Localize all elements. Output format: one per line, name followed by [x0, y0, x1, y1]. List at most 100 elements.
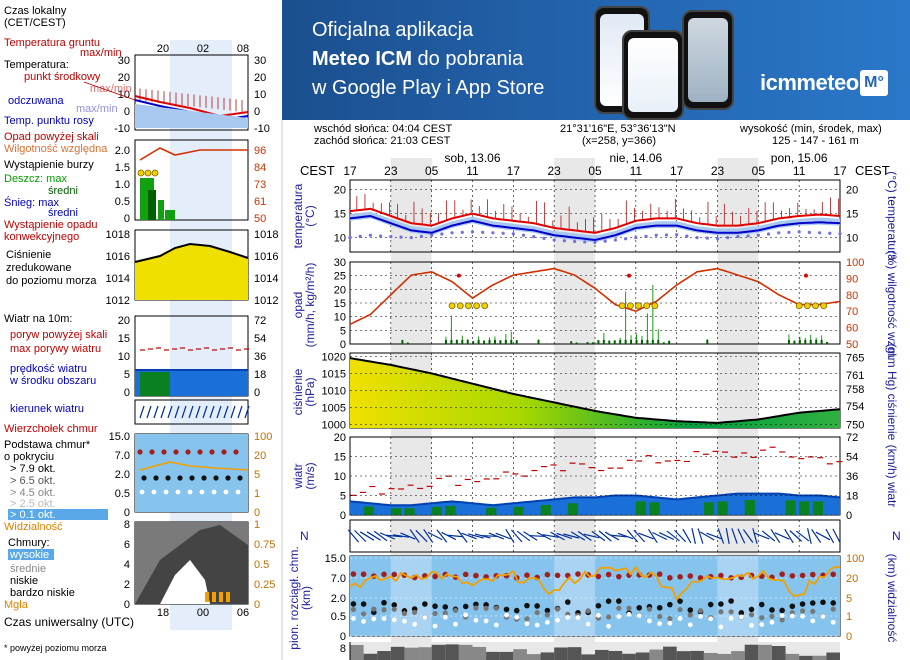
- legend-leader: [83, 81, 136, 101]
- cloud-dot-65: [564, 599, 571, 605]
- dewpoint-dot: [542, 236, 546, 240]
- cb-ylabel: pion. rozciągł. chm.(km): [287, 546, 313, 649]
- cloud-dot-65: [687, 607, 694, 613]
- dewpoint-dot: [409, 236, 413, 240]
- legend-midpoint: punkt środkowy: [24, 71, 101, 83]
- precip-ylabel: opad(mm/h, kg/m²/h): [291, 263, 317, 348]
- grid-text: (x=258, y=366): [582, 135, 656, 147]
- app-promo-banner[interactable]: Oficjalna aplikacja Meteo ICM do pobrani…: [282, 0, 910, 120]
- cloud-dot-65: [462, 603, 469, 610]
- wind-dir-arrow: [697, 528, 704, 544]
- wind-dir-arrow: [706, 532, 722, 540]
- cloud-dot-65: [718, 601, 724, 607]
- legend-very-low: bardzo niskie: [10, 587, 75, 599]
- cloud-dot-65: [820, 599, 826, 606]
- dewpoint-dot: [756, 233, 760, 237]
- cloud-dot-65: [830, 600, 836, 606]
- dewpoint-dot: [695, 236, 699, 240]
- storm-marker: [635, 302, 642, 310]
- banner-text: Oficjalna aplikacja Meteo ICM do pobrani…: [312, 16, 544, 103]
- cloud-dot-01: [463, 612, 469, 618]
- visibility-line: [349, 565, 841, 602]
- legend-dir-arrow: [174, 405, 180, 419]
- cloud-night-band: [717, 556, 759, 636]
- wind-dir-arrow: [761, 530, 776, 542]
- hour-tick-label: 17: [343, 164, 357, 178]
- cloud-cover-block: [595, 649, 609, 660]
- cloud-cover-block: [554, 647, 568, 660]
- dewpoint-dot: [358, 234, 362, 238]
- cloud-dot-45: [830, 606, 836, 612]
- cb-tick-right: 0: [846, 631, 852, 643]
- legend-visibility-line: [139, 461, 249, 471]
- legend-humidity-line: [139, 147, 248, 161]
- wind-dir-arrow: [563, 533, 580, 539]
- legend-utc-label: Czas uniwersalny (UTC): [4, 615, 134, 629]
- legend-cb-tick-right: 100: [254, 431, 272, 443]
- legend-pressure-area: [135, 244, 248, 300]
- legend-storm-marker: [137, 169, 145, 177]
- legend-okt65: > 6.5 okt.: [10, 475, 56, 487]
- legend-cloud-dot: [161, 449, 167, 455]
- day-label: nie, 14.06: [609, 151, 662, 165]
- hour-tick-label: 17: [670, 164, 684, 178]
- legend-wind-tick-right: 18: [254, 369, 266, 381]
- cloud-cover-block: [826, 652, 840, 660]
- dewpoint-dot: [583, 240, 587, 244]
- dewpoint-dot: [593, 240, 597, 244]
- storm-marker: [473, 302, 480, 310]
- legend-fog-bar: [219, 592, 223, 602]
- tz-right-label: CEST: [855, 163, 890, 178]
- cloud-cover-block: [690, 650, 704, 660]
- cb-tick-left: 0.5: [331, 611, 346, 623]
- wind-dir-arrow: [674, 529, 687, 543]
- cloud-dot-79: [779, 571, 785, 577]
- legend-dir-arrow: [244, 405, 250, 419]
- cloud-dot-01: [820, 614, 826, 619]
- legend-dir-arrow: [216, 405, 222, 419]
- legend-visibility: Widzialność: [4, 521, 63, 533]
- cloud-dot-65: [595, 602, 602, 609]
- hour-tick-label: 23: [384, 164, 398, 178]
- legend-wind-tick-left: 15: [118, 333, 130, 345]
- cloud-dot-01: [422, 615, 428, 620]
- legend-precip-tick-left: 2.0: [115, 145, 130, 157]
- cloud-dot-45: [718, 609, 724, 615]
- dewpoint-dot: [430, 233, 434, 237]
- legend-frame-0: [134, 54, 249, 131]
- dewpoint-dot: [664, 233, 669, 237]
- wind-dir-arrow: [832, 528, 841, 544]
- legend-rain-3: [165, 210, 175, 220]
- dewpoint-dot: [654, 233, 658, 237]
- cloud-dot-79: [391, 571, 398, 578]
- icmmeteo-logo: icmmeteo: [760, 70, 859, 95]
- legend-bottom-hour: 18: [157, 607, 169, 619]
- cloud-dot-01: [830, 619, 836, 625]
- hour-tick-label: 05: [752, 164, 766, 178]
- storm-marker: [465, 302, 472, 310]
- legend-maxmin2: max/min: [76, 103, 118, 115]
- cloud-dot-79: [605, 571, 612, 578]
- cloud-cover-block: [799, 655, 813, 660]
- cloud-dot-45: [789, 609, 795, 616]
- dewpoint-dot: [572, 239, 577, 244]
- wind-dir-arrow: [700, 531, 715, 541]
- cloud-dot-01: [769, 619, 775, 625]
- dewpoint-dot: [603, 239, 607, 243]
- precip-ylabel-right: (%) wilgotność wzgl.: [885, 251, 899, 360]
- legend-wind-tick-left: 5: [124, 369, 130, 381]
- cloud-dot-79: [687, 573, 694, 579]
- cloud-dot-01: [534, 622, 540, 628]
- wind-dir-arrow: [481, 534, 498, 538]
- dewpoint-dot: [746, 234, 750, 238]
- legend-gust-max: max porywy wiatru: [10, 343, 101, 355]
- legend-press-tick-left: 1016: [106, 251, 130, 263]
- legend-dir-arrow: [223, 405, 229, 419]
- legend-dir-arrow: [153, 405, 159, 419]
- temp-tick-left: 15: [334, 209, 346, 221]
- dewpoint-dot: [675, 233, 679, 237]
- wind-tick-left: 20: [334, 432, 346, 444]
- dewpoint-dot: [399, 235, 403, 239]
- cloud-dot-01: [555, 617, 560, 623]
- legend-cloud-dot: [149, 449, 155, 455]
